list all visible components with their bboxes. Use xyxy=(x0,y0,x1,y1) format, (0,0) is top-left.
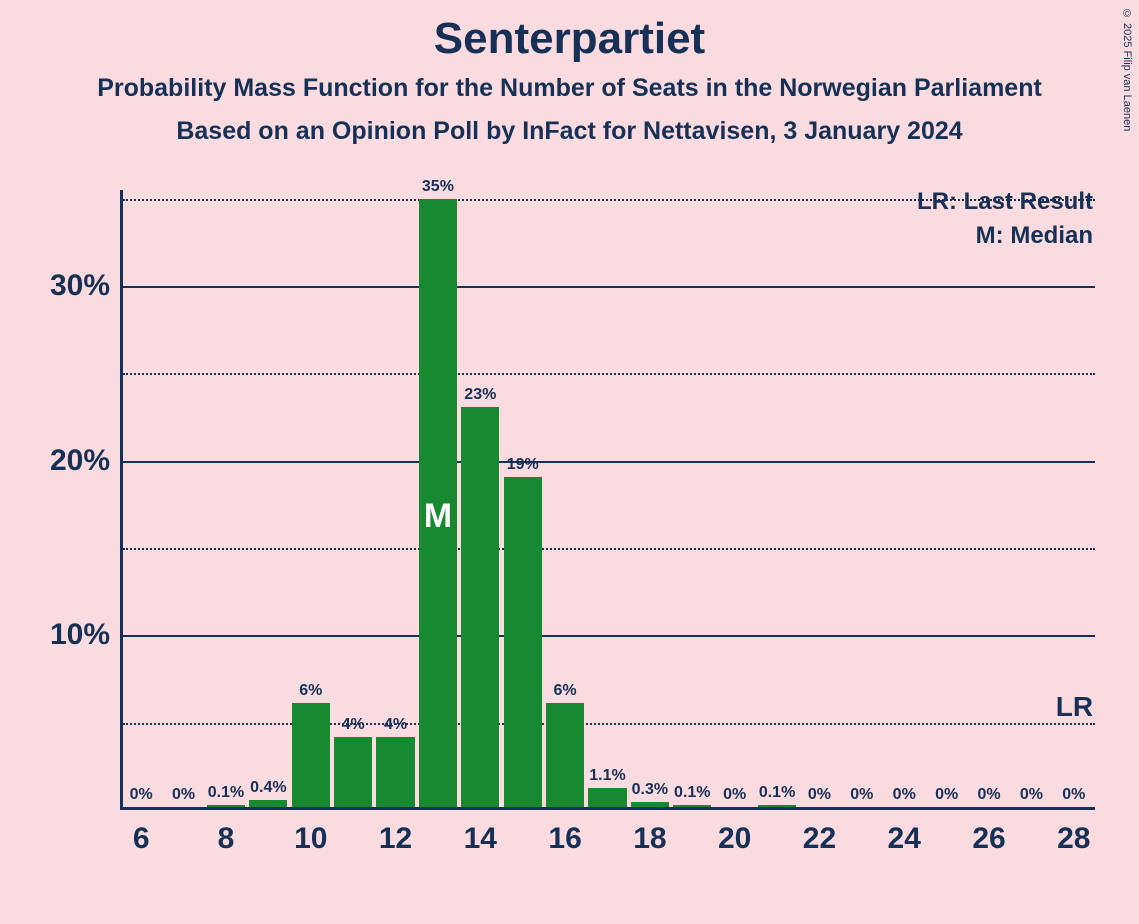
bar xyxy=(207,805,245,807)
legend-median: M: Median xyxy=(976,222,1093,250)
bar-value-label: 0.1% xyxy=(674,784,710,802)
chart-subtitle-2: Based on an Opinion Poll by InFact for N… xyxy=(0,117,1139,146)
x-tick-label: 12 xyxy=(379,822,412,856)
chart-title: Senterpartiet xyxy=(0,0,1139,64)
last-result-marker: LR xyxy=(1056,691,1093,723)
gridline-minor xyxy=(123,723,1095,725)
x-tick-label: 6 xyxy=(133,822,150,856)
x-tick-label: 10 xyxy=(294,822,327,856)
gridline-minor xyxy=(123,373,1095,375)
bar-value-label: 0% xyxy=(935,786,958,804)
x-tick-label: 26 xyxy=(972,822,1005,856)
gridline-major xyxy=(123,635,1095,637)
gridline-major xyxy=(123,286,1095,288)
bar-value-label: 6% xyxy=(299,682,322,700)
bar-value-label: 0% xyxy=(172,786,195,804)
bar xyxy=(631,802,669,807)
bar xyxy=(546,703,584,807)
bar-value-label: 0% xyxy=(893,786,916,804)
bar-value-label: 23% xyxy=(464,386,496,404)
bar-value-label: 0.1% xyxy=(759,784,795,802)
bar-value-label: 0% xyxy=(723,786,746,804)
plot-area: 10%20%30%0%0%0.1%0.4%6%4%4%35%23%19%6%1.… xyxy=(120,190,1095,810)
bar xyxy=(461,407,499,807)
bar-value-label: 0.3% xyxy=(632,781,668,799)
copyright-text: © 2025 Filip van Laenen xyxy=(1121,8,1133,131)
y-tick-label: 10% xyxy=(0,618,110,652)
bar-value-label: 0% xyxy=(850,786,873,804)
bar-value-label: 0% xyxy=(1062,786,1085,804)
y-axis xyxy=(120,190,123,810)
bar-value-label: 19% xyxy=(507,456,539,474)
bar-value-label: 35% xyxy=(422,178,454,196)
x-tick-label: 14 xyxy=(464,822,497,856)
bar-value-label: 4% xyxy=(342,716,365,734)
x-tick-label: 28 xyxy=(1057,822,1090,856)
x-tick-label: 8 xyxy=(218,822,235,856)
bar xyxy=(249,800,287,807)
x-tick-label: 20 xyxy=(718,822,751,856)
chart-subtitle-1: Probability Mass Function for the Number… xyxy=(0,74,1139,103)
y-tick-label: 30% xyxy=(0,269,110,303)
bar xyxy=(673,805,711,807)
bar-value-label: 0% xyxy=(1020,786,1043,804)
x-tick-label: 16 xyxy=(548,822,581,856)
bar-value-label: 6% xyxy=(554,682,577,700)
x-tick-label: 24 xyxy=(888,822,921,856)
bar xyxy=(504,477,542,807)
gridline-major xyxy=(123,461,1095,463)
bar-value-label: 0% xyxy=(808,786,831,804)
bar-value-label: 0.4% xyxy=(250,779,286,797)
bar xyxy=(588,788,626,807)
bar xyxy=(292,703,330,807)
legend-last-result: LR: Last Result xyxy=(917,188,1093,216)
x-tick-label: 22 xyxy=(803,822,836,856)
bar xyxy=(758,805,796,807)
bar-value-label: 0.1% xyxy=(208,784,244,802)
median-marker: M xyxy=(424,497,452,536)
bar-value-label: 0% xyxy=(977,786,1000,804)
bar-value-label: 0% xyxy=(130,786,153,804)
bar xyxy=(334,737,372,807)
bar-value-label: 1.1% xyxy=(589,767,625,785)
chart-container: 10% 20% 30% 0% 0% 0.1% 0.4% 6% 4% 4% 35% 23% 19% 6% 1.… xyxy=(0,180,1139,900)
gridline-minor xyxy=(123,548,1095,550)
x-tick-label: 18 xyxy=(633,822,666,856)
x-axis xyxy=(120,807,1095,810)
bar-value-label: 4% xyxy=(384,716,407,734)
y-tick-label: 20% xyxy=(0,444,110,478)
bar xyxy=(376,737,414,807)
